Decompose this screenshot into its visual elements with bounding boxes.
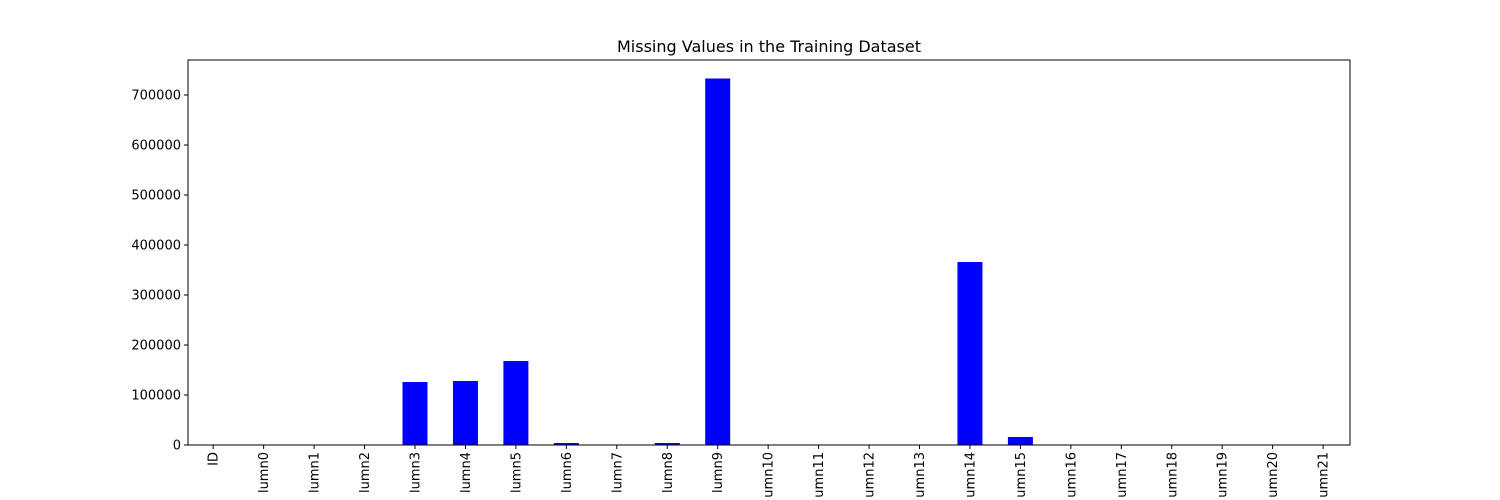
plot-frame [187,59,1351,446]
x-tick-label: lumn1 [308,452,323,493]
y-tick-label: 400000 [131,239,181,254]
y-tick-label: 700000 [131,89,181,104]
x-tick-label: umn14 [963,452,978,498]
x-tick-label: lumn4 [459,452,474,493]
y-tick-label: 500000 [131,189,181,204]
y-axis: 0 100000 200000 300000 400000 500000 600000 700… [131,89,188,454]
y-tick-label: 300000 [131,289,181,304]
x-tick-label: umn16 [1064,452,1079,498]
x-tick-label: lumn8 [661,452,676,493]
x-tick-label: lumn5 [509,452,524,493]
bar-lumn6 [553,443,579,445]
bar-umn14 [957,262,983,445]
y-tick-label: 200000 [131,339,181,354]
chart-title: Missing Values in the Training Dataset [617,37,921,56]
x-tick-label: umn20 [1266,452,1281,498]
x-tick-label: umn17 [1115,452,1130,498]
y-tick-label: 100000 [131,389,181,404]
y-tick-label: 600000 [131,139,181,154]
x-tick-label: ID [207,452,222,466]
x-tick-label: lumn0 [257,452,272,493]
x-tick-label: lumn2 [358,452,373,493]
x-tick-label: umn15 [1014,452,1029,498]
x-tick-label: umn11 [812,452,827,498]
x-tick-label: umn19 [1216,452,1231,498]
bar-umn15 [1007,437,1033,445]
x-tick-label: lumn9 [711,452,726,493]
bar-lumn8 [654,443,680,445]
x-tick-label: umn21 [1317,452,1332,498]
bars-group [402,78,1033,445]
y-tick-label: 0 [173,439,181,454]
x-tick-label: lumn6 [560,452,575,493]
bar-lumn4 [452,381,478,445]
bar-lumn3 [402,382,428,445]
x-tick-label: umn18 [1165,452,1180,498]
x-tick-label: lumn3 [409,452,424,493]
bar-lumn5 [503,361,529,445]
x-tick-label: umn13 [913,452,928,498]
x-tick-label: umn10 [762,452,777,498]
x-tick-label: lumn7 [610,452,625,493]
x-axis: ID lumn0 lumn1 lumn2 lumn3 lumn4 lumn5 lumn6 lum… [207,445,1332,498]
x-tick-label: umn12 [863,452,878,498]
bar-lumn9 [705,78,731,445]
